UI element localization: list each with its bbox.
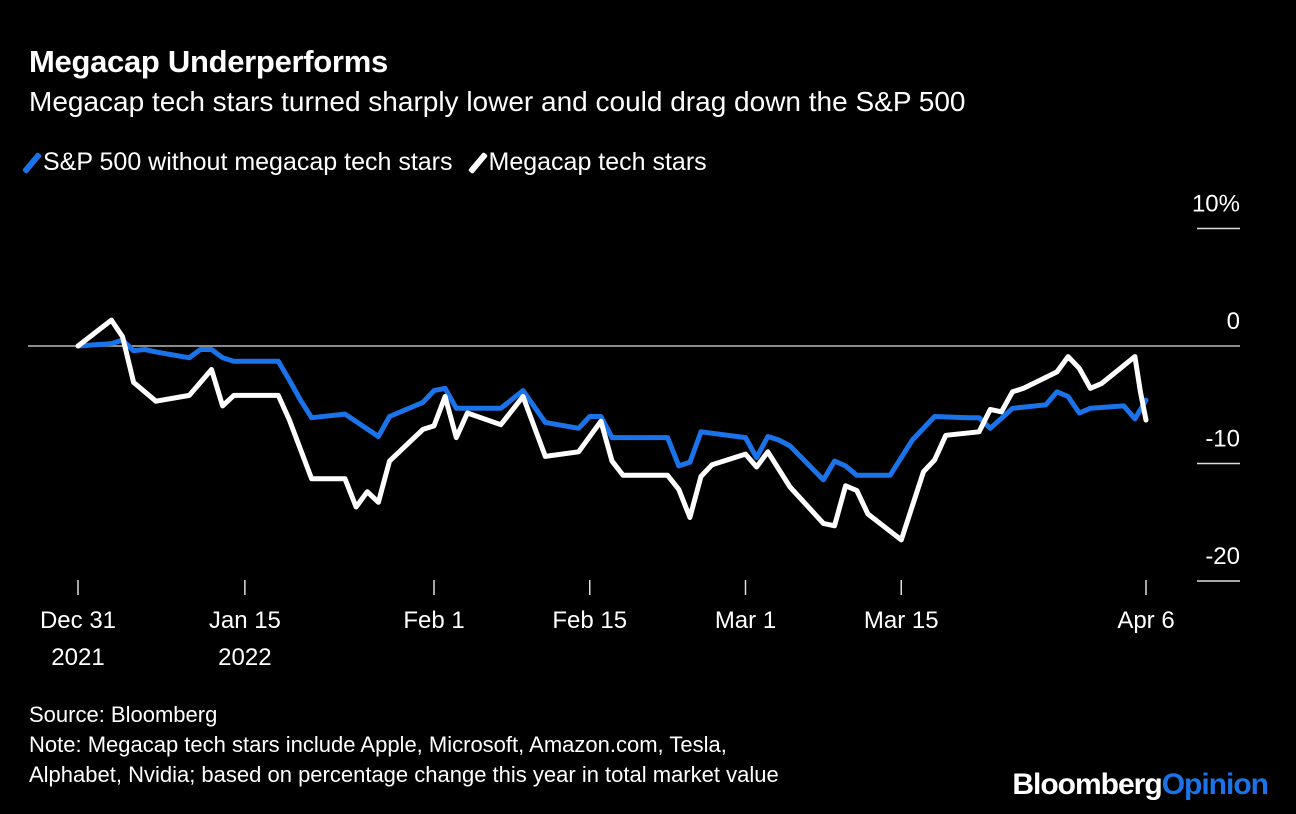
logo-part-opinion: Opinion <box>1161 768 1269 801</box>
legend: S&P 500 without megacap tech stars Megac… <box>21 148 707 177</box>
x-tick-label: Jan 15 <box>209 607 281 634</box>
x-tick-label: Feb 15 <box>552 607 627 634</box>
logo-part-bloomberg: Bloomberg <box>1012 768 1162 801</box>
x-tick-label: Mar 15 <box>864 607 939 634</box>
source-note: Source: Bloomberg <box>29 702 218 727</box>
x-tick-label-year: 2021 <box>51 644 104 671</box>
series-line-sp500 <box>75 337 1149 483</box>
x-tick-label: Apr 6 <box>1117 607 1174 634</box>
chart-subtitle: Megacap tech stars turned sharply lower … <box>29 86 966 117</box>
chart-title: Megacap Underperforms <box>29 44 388 79</box>
legend-label-megacap: Megacap tech stars <box>488 148 707 176</box>
x-tick-label: Mar 1 <box>715 607 776 634</box>
note-line-2: Alphabet, Nvidia; based on percentage ch… <box>29 762 779 787</box>
x-tick-label: Dec 31 <box>40 607 116 634</box>
legend-item-sp500: S&P 500 without megacap tech stars <box>21 148 453 177</box>
footer: Source: Bloomberg Note: Megacap tech sta… <box>29 700 779 790</box>
x-tick-label: Feb 1 <box>403 607 464 634</box>
y-tick-label: -10 <box>1205 426 1240 453</box>
x-tick-label-year: 2022 <box>218 644 271 671</box>
note-line-1: Note: Megacap tech stars include Apple, … <box>29 732 727 757</box>
series-line-megacap <box>75 317 1149 543</box>
bloomberg-opinion-logo: BloombergOpinion <box>1012 768 1269 802</box>
legend-label-sp500: S&P 500 without megacap tech stars <box>43 148 453 176</box>
y-tick-label: 0 <box>1227 308 1240 335</box>
y-tick-label: -20 <box>1205 543 1240 570</box>
legend-item-megacap: Megacap tech stars <box>467 148 707 177</box>
y-tick-label: 10% <box>1192 191 1240 218</box>
